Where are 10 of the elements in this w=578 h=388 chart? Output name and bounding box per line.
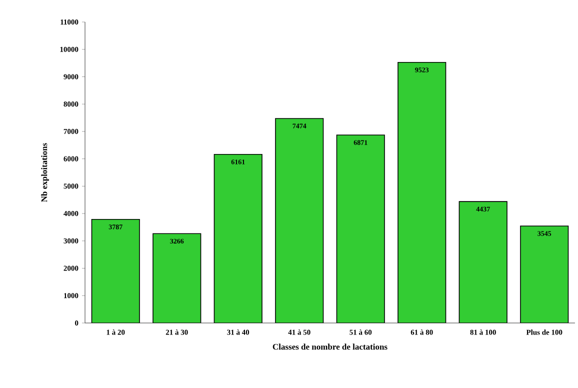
bar <box>458 201 508 323</box>
bar <box>152 233 202 323</box>
x-axis-title: Classes de nombre de lactations <box>272 344 388 350</box>
bar <box>214 154 262 323</box>
bar <box>275 118 324 323</box>
bar <box>520 226 569 323</box>
bar <box>336 134 385 323</box>
bar <box>398 62 446 323</box>
y-axis-title: Nb exploitations <box>41 143 49 202</box>
bar <box>91 218 140 323</box>
